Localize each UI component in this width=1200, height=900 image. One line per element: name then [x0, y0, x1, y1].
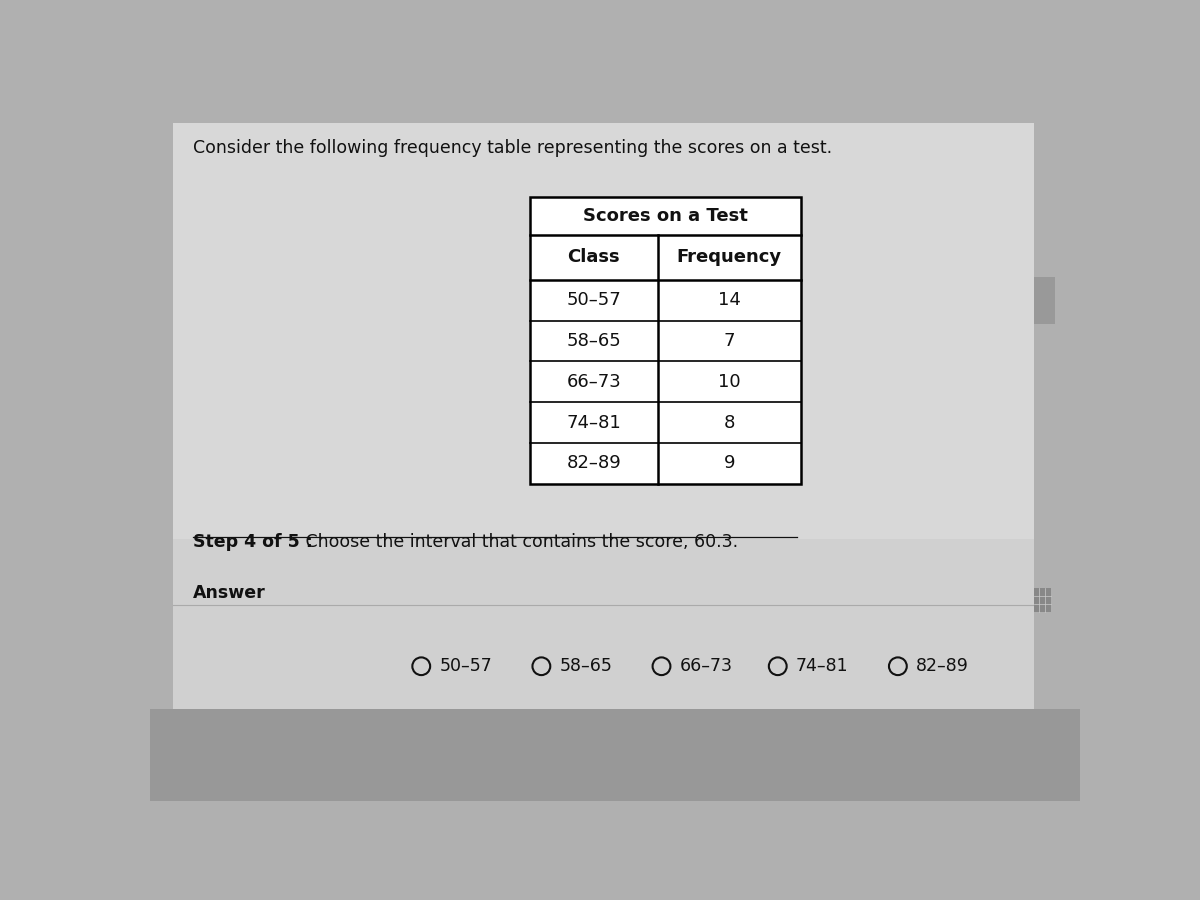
Text: 74–81: 74–81: [796, 657, 848, 675]
Text: 14: 14: [718, 291, 740, 309]
Bar: [173, 539, 1033, 708]
Text: 82–89: 82–89: [566, 454, 622, 472]
Text: 50–57: 50–57: [566, 291, 622, 309]
Text: 74–81: 74–81: [566, 413, 622, 431]
Text: 10: 10: [718, 373, 740, 391]
Text: 8: 8: [724, 413, 734, 431]
Bar: [173, 123, 1033, 708]
Text: Consider the following frequency table representing the scores on a test.: Consider the following frequency table r…: [193, 139, 832, 157]
Text: 66–73: 66–73: [679, 657, 733, 675]
Text: Scores on a Test: Scores on a Test: [583, 207, 748, 225]
Text: Frequency: Frequency: [677, 248, 782, 266]
Text: 50–57: 50–57: [439, 657, 492, 675]
Text: Class: Class: [568, 248, 620, 266]
Text: Choose the interval that contains the score, 60.3.: Choose the interval that contains the sc…: [300, 533, 738, 551]
Bar: [150, 708, 1080, 801]
Text: Step 4 of 5 :: Step 4 of 5 :: [193, 533, 312, 551]
Text: 58–65: 58–65: [559, 657, 612, 675]
Text: 7: 7: [724, 332, 736, 350]
Text: 58–65: 58–65: [566, 332, 622, 350]
Text: 82–89: 82–89: [916, 657, 968, 675]
Text: 66–73: 66–73: [566, 373, 622, 391]
Text: Answer: Answer: [193, 584, 265, 602]
Text: 9: 9: [724, 454, 736, 472]
Bar: [529, 196, 802, 484]
Bar: [1033, 588, 1050, 612]
Bar: [1033, 277, 1055, 324]
